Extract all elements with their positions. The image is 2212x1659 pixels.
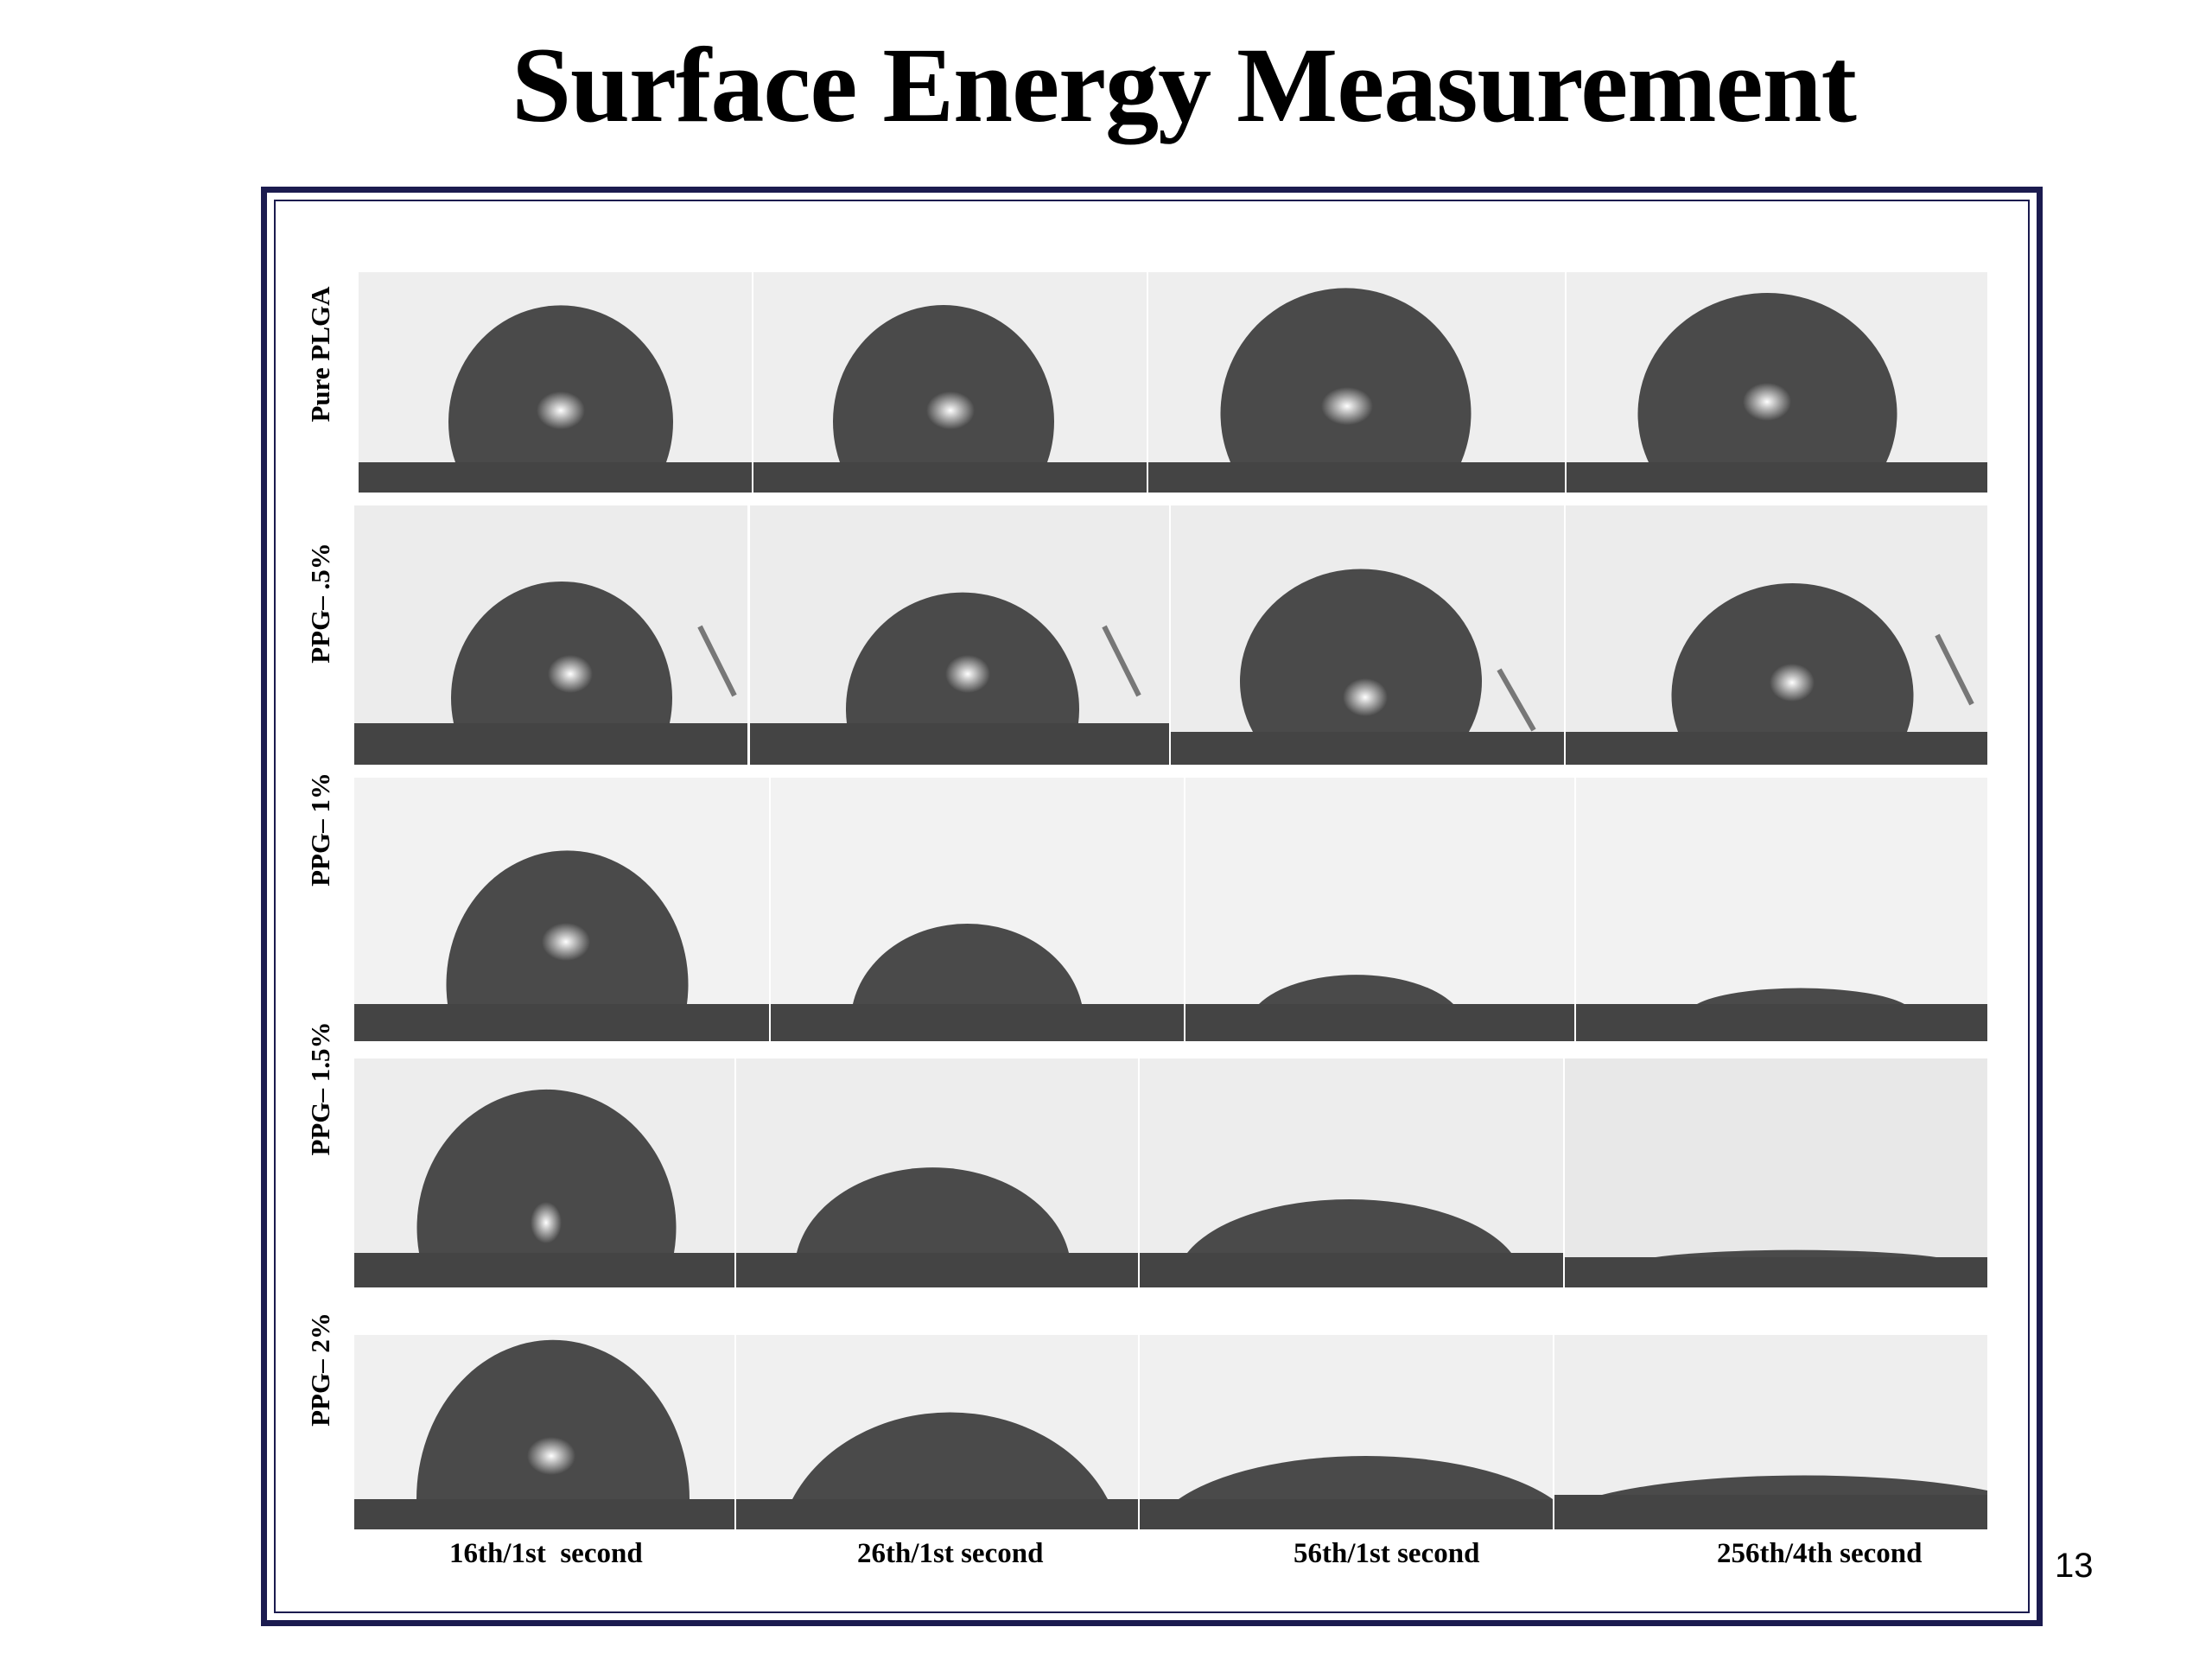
droplet-photo xyxy=(736,1335,1138,1529)
droplet-photo xyxy=(354,1058,734,1287)
page-number: 13 xyxy=(2055,1547,2094,1585)
droplet-photo xyxy=(354,778,769,1041)
column-label-256th: 256th/4th second xyxy=(1717,1538,1923,1569)
column-label-26th: 26th/1st second xyxy=(857,1538,1044,1569)
row-label-ppg-1-5: PPG– 1.5% xyxy=(305,1021,335,1156)
droplet-photo xyxy=(753,272,1147,493)
droplet-photo xyxy=(1565,1058,1987,1287)
droplet-photo xyxy=(736,1058,1138,1287)
page-title: Surface Energy Measurement xyxy=(512,26,1857,144)
column-label-16th: 16th/1st second xyxy=(449,1538,643,1569)
droplet-photo xyxy=(1140,1058,1563,1287)
droplet-photo xyxy=(354,1335,734,1529)
droplet-photo xyxy=(1148,272,1565,493)
droplet-photo xyxy=(1140,1335,1553,1529)
droplet-photo xyxy=(1576,778,1987,1041)
figure-inner-border xyxy=(274,200,2030,1613)
droplet-photo xyxy=(1566,505,1987,765)
droplet-photo xyxy=(750,505,1169,765)
row-label-ppg-1: PPG– 1% xyxy=(305,772,335,887)
column-label-56th: 56th/1st second xyxy=(1294,1538,1480,1569)
droplet-photo xyxy=(771,778,1184,1041)
row-label-ppg-2: PPG– 2% xyxy=(305,1313,335,1427)
droplet-photo xyxy=(1554,1335,1987,1529)
droplet-photo xyxy=(1185,778,1574,1041)
droplet-photo xyxy=(354,505,747,765)
droplet-photo xyxy=(359,272,752,493)
droplet-photo xyxy=(1567,272,1987,493)
droplet-photo xyxy=(1171,505,1564,765)
